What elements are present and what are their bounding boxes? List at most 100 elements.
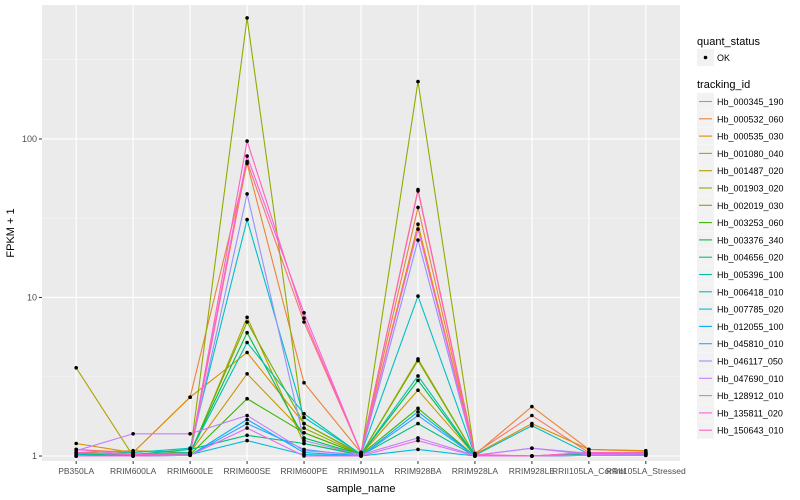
data-point (302, 448, 306, 453)
data-point (302, 426, 306, 430)
data-point (74, 450, 78, 455)
data-point (302, 316, 306, 321)
data-point (131, 452, 135, 457)
data-point (245, 192, 249, 196)
x-tick-label: RRIM600SE (223, 466, 271, 476)
data-point (302, 415, 306, 420)
y-axis: 1 10 100 (22, 134, 42, 461)
legend-label: Hb_047690_010 (717, 374, 784, 384)
legend-tracking-title: tracking_id (697, 79, 750, 91)
data-point (245, 154, 249, 158)
legend-label: Hb_003376_340 (717, 235, 784, 245)
data-point (245, 315, 249, 320)
legend-label: Hb_045810_010 (717, 339, 784, 349)
x-tick-label: RRII105LA_Control (552, 466, 626, 476)
legend-label: Hb_012055_100 (717, 322, 784, 332)
data-point (302, 436, 306, 440)
legend-label: Hb_000532_060 (717, 114, 784, 124)
legend-label: Hb_002019_030 (717, 201, 784, 211)
legend-label: Hb_001080_040 (717, 149, 784, 159)
data-point (74, 366, 78, 370)
legend-label: Hb_000345_190 (717, 97, 784, 107)
data-point (416, 238, 420, 242)
data-point (587, 450, 591, 455)
data-point (302, 421, 306, 426)
data-point (587, 447, 591, 452)
data-point (302, 411, 306, 416)
data-point (245, 413, 249, 418)
data-point (302, 431, 306, 435)
x-tick-label: RRIM600LA (110, 466, 157, 476)
data-point (416, 205, 420, 210)
x-tick-label: RRIM928LE (509, 466, 556, 476)
data-point (416, 410, 420, 414)
legend-label: Hb_003253_060 (717, 218, 784, 228)
x-tick-label: PB350LA (58, 466, 94, 476)
legend-label: Hb_000535_030 (717, 132, 784, 142)
x-axis: PB350LA RRIM600LA RRIM600LE RRIM600SE RRIM60… (58, 461, 686, 476)
grid (42, 5, 680, 461)
data-point (188, 432, 192, 436)
y-tick-label: 10 (27, 292, 37, 302)
data-point (416, 79, 420, 84)
x-tick-label: RRIM928BA (394, 466, 442, 476)
data-point (131, 432, 135, 436)
data-point (416, 358, 420, 363)
data-point (245, 396, 249, 401)
legend-label: Hb_046117_050 (717, 357, 783, 367)
data-point (530, 413, 534, 418)
data-point (587, 453, 591, 458)
data-point (302, 380, 306, 385)
data-point (359, 454, 363, 458)
legend: quant_status OK tracking_id Hb_000345_19… (697, 36, 784, 439)
data-point (245, 421, 249, 426)
y-tick-label: 100 (22, 134, 37, 144)
data-point (302, 438, 306, 443)
legend-label: OK (717, 53, 730, 63)
data-point (245, 350, 249, 355)
data-point (188, 446, 192, 451)
x-tick-label: RRIM901LA (338, 466, 385, 476)
data-point (245, 320, 249, 324)
data-point (245, 438, 249, 443)
data-point (245, 417, 249, 422)
data-point (473, 452, 477, 457)
data-point (245, 161, 249, 166)
legend-label: Hb_007785_020 (717, 305, 784, 315)
data-point (302, 320, 306, 324)
x-tick-label: RRIM600PE (280, 466, 328, 476)
data-point (416, 294, 420, 298)
data-point (416, 222, 420, 226)
data-point (245, 330, 249, 335)
data-point (245, 340, 249, 345)
data-point (188, 395, 192, 400)
legend-label: Hb_001487_020 (717, 166, 784, 176)
data-point (245, 372, 249, 376)
data-point (245, 217, 249, 222)
data-point (245, 426, 249, 430)
data-point (245, 16, 249, 20)
data-point (644, 450, 648, 455)
data-point (245, 139, 249, 143)
x-tick-label: RRIM600LE (167, 466, 214, 476)
data-point (302, 454, 306, 458)
data-point (416, 413, 420, 418)
data-point (416, 227, 420, 231)
data-point (416, 189, 420, 193)
data-point (644, 453, 648, 458)
legend-label: Hb_128912_010 (717, 391, 784, 401)
data-point (530, 454, 534, 458)
data-point (188, 452, 192, 456)
x-axis-title: sample_name (326, 483, 395, 495)
data-point (416, 406, 420, 411)
data-point (359, 450, 363, 455)
data-point (416, 438, 420, 443)
y-axis-title: FPKM + 1 (5, 208, 17, 257)
legend-quant-title: quant_status (697, 36, 760, 48)
data-point (530, 404, 534, 409)
data-point (74, 441, 78, 446)
legend-label: Hb_150643_010 (717, 426, 784, 436)
legend-label: Hb_005396_100 (717, 270, 784, 280)
data-point (416, 374, 420, 378)
data-point (416, 421, 420, 426)
